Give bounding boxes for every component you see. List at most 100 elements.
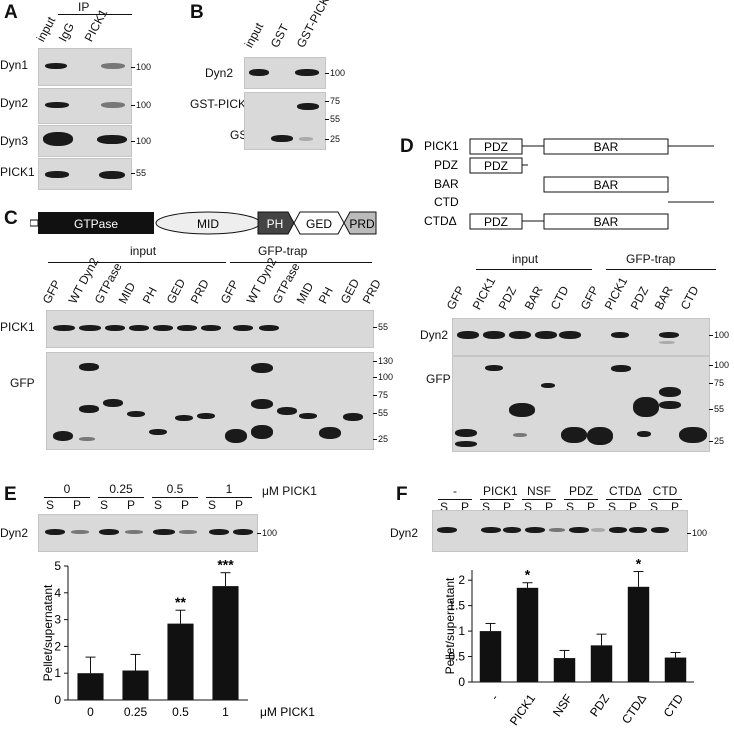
panel-c-lane-12: GED [337,276,363,306]
panel-b-mw-55: 55 [325,114,340,124]
panel-c-letter: C [4,208,18,229]
panel-d-lane-4: CTD [547,283,572,312]
svg-text:PDZ: PDZ [484,140,508,154]
panel-a-mw-dyn1: 100 [131,62,151,72]
panel-f-group-line-0 [438,499,472,500]
construct-bar-name: BAR [434,177,459,191]
panel-c-group-gfp-trap: GFP-trap [258,244,308,258]
panel-f-group-line-2 [522,499,556,500]
chart-e-ytick-label-5: 5 [54,559,61,573]
panel-d-lane-2: PDZ [495,284,520,312]
panel-e-blot-dyn2 [38,514,258,552]
domain-ged-label: GED [306,217,332,231]
panel-e-unit-label: μM PICK1 [262,484,317,498]
panel-c-lane-3: MID [115,280,139,306]
chart-f-bar-4 [627,586,650,682]
panel-c-row-gfp: GFP [10,376,35,390]
panel-e-sp-2-1: P [181,498,190,512]
panel-a-row-dyn2: Dyn2 [0,96,29,110]
panel-c-lane-6: PRD [187,277,212,306]
panel-f-sp-3-0: S [566,500,575,514]
panel-a-letter: A [4,2,18,23]
chart-e-xlabel-3: 1 [222,705,229,719]
panel-a-mw-dyn3: 100 [131,136,151,146]
panel-a-mw-dyn2: 100 [131,100,151,110]
chart-f-bar-5 [664,657,687,682]
chart-f-xlabel-0: - [487,692,501,703]
panel-c-mw-130: 130 [373,356,393,366]
panel-b-row-dyn2: Dyn2 [205,66,234,80]
domain-ph-label: PH [267,217,284,231]
construct-ctd-name: CTD [434,195,459,209]
panel-e-group-2: 0.5 [166,482,184,496]
domain-gtpase-label: GTPase [74,217,118,231]
svg-text:BAR: BAR [594,178,619,192]
panel-c-lane-13: PRD [359,277,384,306]
panel-d-group-input: input [512,252,539,266]
panel-c-mw-25: 25 [373,434,388,444]
panel-c-lane-7: GFP [217,277,242,306]
panel-c-lane-5: GED [163,276,189,306]
panel-f-group-line-1 [480,499,514,500]
construct-pdz-name: PDZ [434,158,458,172]
chart-f-bar-2 [553,658,576,682]
chart-e-sig-2: ** [175,594,186,610]
panel-f-sp-1-1: P [503,500,512,514]
panel-d-mw-55: 55 [709,404,724,414]
panel-c-mw-pick1: 55 [373,322,388,332]
panel-d-row-dyn2: Dyn2 [420,328,449,342]
panel-e-group-line-1 [98,497,144,498]
panel-c-lane-11: PH [315,284,336,306]
panel-f-group-line-3 [564,499,598,500]
panel-f-sp-4-0: S [608,500,617,514]
panel-f-sp-0-1: P [461,500,470,514]
panel-b-lane-gst: GST [267,21,292,50]
panel-f-sp-2-0: S [524,500,533,514]
panel-b-lane-gst-pick1: GST-PICK1 [293,0,336,50]
panel-c-blot-pick1 [46,310,374,348]
panel-f-letter: F [396,484,408,505]
panel-e-sp-0-0: S [46,498,55,512]
panel-f-sp-5-1: P [671,500,680,514]
panel-d-lane-9: CTD [677,283,702,312]
chart-f-xlabel-2: NSF [550,692,575,720]
chart-f-ytick-label-0: 0 [458,675,465,689]
panel-b-mw-dyn2: 100 [325,68,345,78]
panel-b-mw-75: 75 [325,96,340,106]
panel-f-group-5: CTD [652,484,678,498]
panel-f-sp-4-1: P [629,500,638,514]
panel-d-mw-100: 100 [709,360,729,370]
chart-e-xlabel-0: 0 [87,705,94,719]
panel-a-lane-input: input [33,14,59,44]
panel-f-group-1: PICK1 [483,484,518,498]
panel-d-lane-1: PICK1 [469,274,499,312]
construct-pick1-name: PICK1 [424,139,459,153]
panel-f-sp-2-1: P [545,500,554,514]
chart-f-bar-3 [590,645,613,682]
chart-f-ytick-label-1: 0.5 [448,650,465,664]
construct-ctd-delta-name: CTDΔ [424,214,457,228]
panel-e-sp-1-1: P [127,498,136,512]
panel-c-lane-10: MID [293,280,317,306]
panel-d-lane-6: PICK1 [601,274,631,312]
panel-e-group-3: 1 [225,482,233,496]
panel-c-mw-75: 75 [373,390,388,400]
panel-f-group-2: NSF [527,484,551,498]
panel-a-row-pick1: PICK1 [0,165,35,179]
panel-f-chart: 0 0.5 1 1.5 2 - * PICK1 NSF PDZ * CTDΔ CTD Pellet/sup… [443,556,694,728]
panel-a-row-dyn1: Dyn1 [0,58,29,72]
panel-f-blot-label: Dyn2 [390,526,419,540]
panel-d-lane-0: GFP [443,283,468,312]
panel-e-group-0: 0 [63,482,71,496]
chart-e-sig-3: *** [217,557,234,573]
panel-d-blot-gfp [452,356,710,452]
chart-f-ytick-label-4: 2 [458,573,465,587]
panel-e-group-line-3 [206,497,252,498]
domain-prd-label: PRD [349,217,375,231]
panel-d-row-gfp: GFP [426,372,451,386]
panel-d-lane-5: GFP [577,283,602,312]
panel-b-blot-dyn2 [244,57,326,89]
chart-f-sig-4: * [636,556,642,572]
domain-mid-label: MID [197,217,219,231]
panel-c-group-input: input [130,244,157,258]
